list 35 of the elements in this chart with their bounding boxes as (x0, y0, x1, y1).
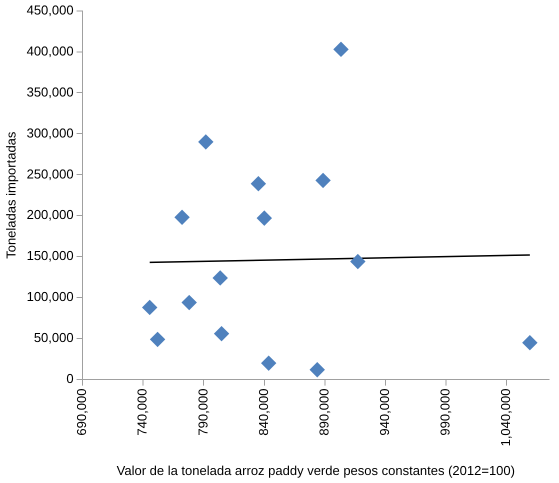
x-tick-label: 740,000 (134, 388, 150, 436)
x-tick-label: 1,040,000 (498, 388, 514, 446)
point (150, 332, 166, 347)
point (350, 254, 366, 270)
point (182, 295, 197, 310)
point (198, 134, 214, 150)
point (256, 210, 272, 226)
point (310, 362, 325, 378)
x-axis-title: Valor de la tonelada arroz paddy verde pesos constantes (2012=100) (116, 462, 515, 478)
y-tick-label: 100,000 (26, 289, 74, 304)
point (250, 176, 266, 192)
y-tick-label: 250,000 (26, 166, 74, 182)
point (522, 335, 538, 350)
y-tick-label: 400,000 (26, 43, 74, 58)
point (333, 42, 348, 57)
y-tick-label: 350,000 (26, 84, 74, 100)
y-tick-label: 150,000 (26, 248, 74, 264)
x-tick-label: 690,000 (74, 388, 90, 436)
point (174, 210, 190, 225)
x-tick-label: 790,000 (195, 388, 210, 436)
point (142, 300, 158, 315)
y-tick-label: 300,000 (26, 125, 74, 140)
y-tick-label: 450,000 (26, 2, 74, 18)
x-tick-label: 940,000 (377, 388, 392, 436)
x-tick-label: 840,000 (256, 388, 271, 436)
y-tick-label: 50,000 (34, 330, 74, 346)
point (261, 356, 276, 371)
x-tick-label: 890,000 (316, 388, 332, 436)
point (316, 172, 331, 188)
point (214, 326, 230, 342)
x-tick-label: 990,000 (438, 388, 453, 436)
y-axis-title: Toneladas importadas (3, 131, 18, 259)
y-tick-label: 0 (66, 371, 74, 386)
point (212, 270, 228, 286)
y-tick-label: 200,000 (26, 207, 74, 222)
